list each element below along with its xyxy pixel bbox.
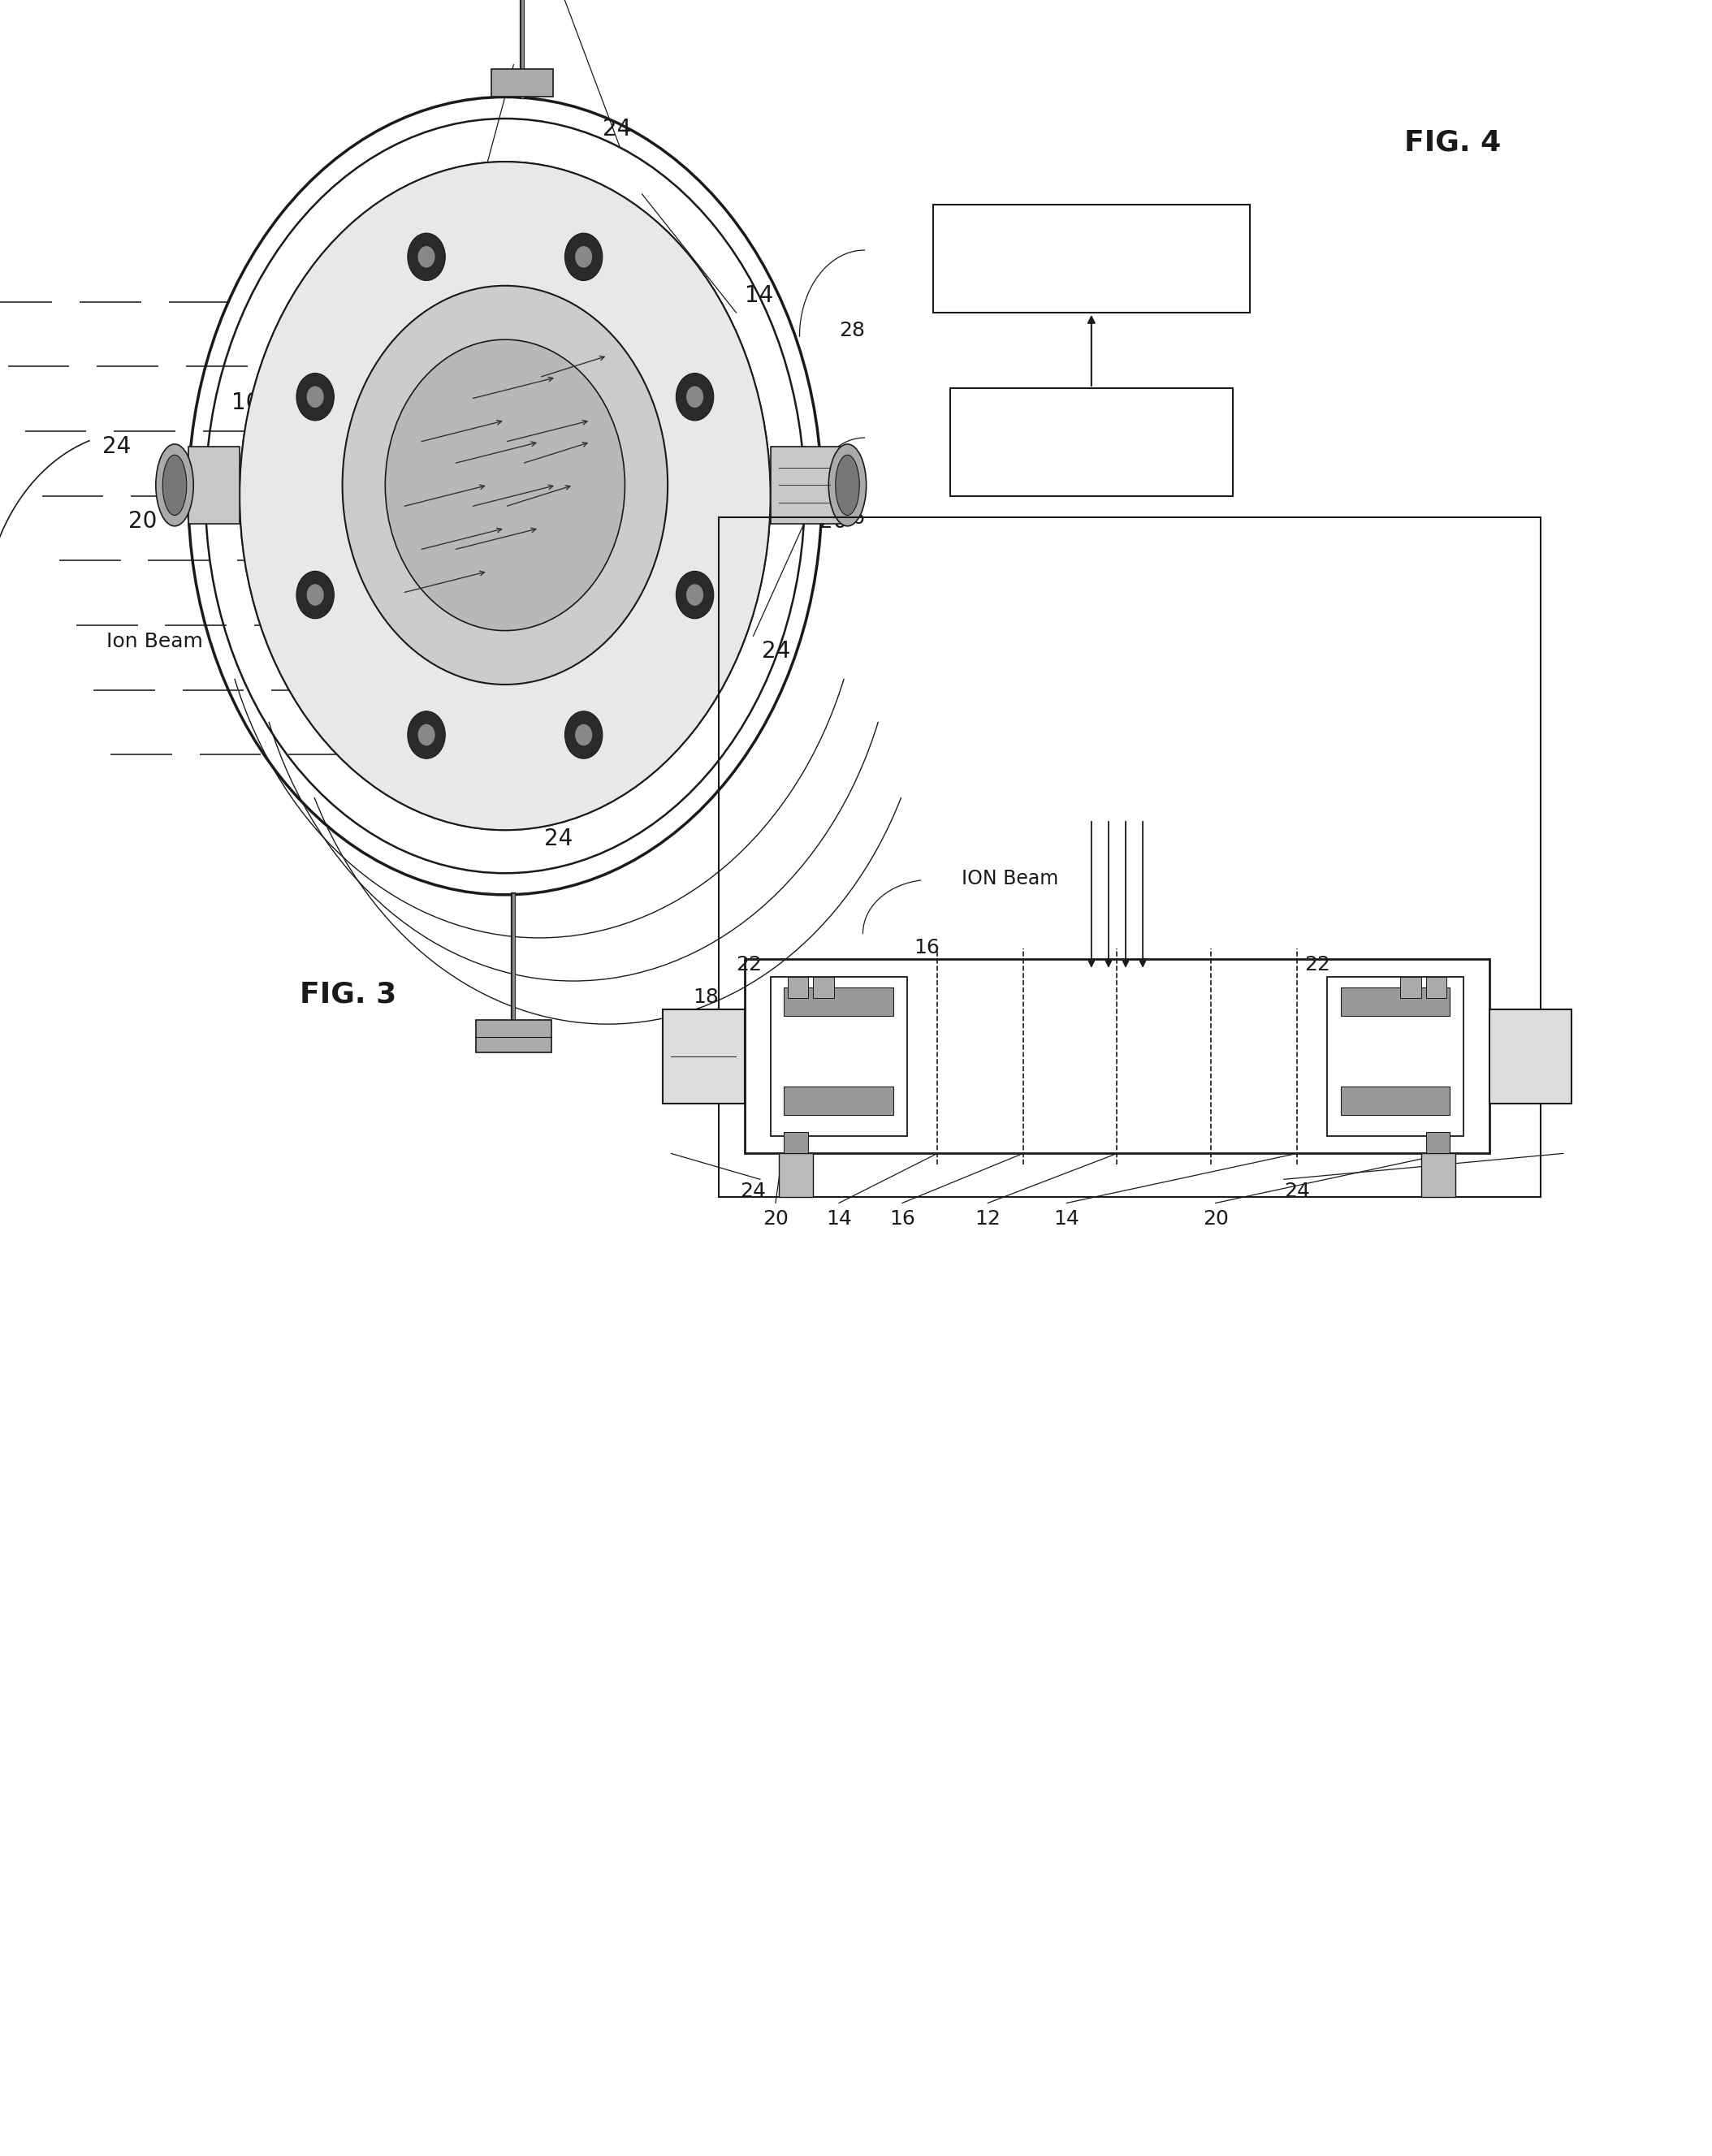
Circle shape	[565, 233, 603, 280]
Circle shape	[418, 724, 435, 746]
Circle shape	[306, 386, 324, 407]
Ellipse shape	[342, 285, 668, 686]
Text: FIG. 3: FIG. 3	[300, 981, 397, 1009]
Circle shape	[240, 162, 770, 830]
Text: 20: 20	[433, 209, 462, 231]
Circle shape	[575, 724, 592, 746]
Ellipse shape	[163, 455, 187, 515]
Text: 24: 24	[740, 1181, 765, 1201]
Text: ION Beam: ION Beam	[962, 869, 1058, 888]
Polygon shape	[784, 1132, 808, 1153]
Text: 14: 14	[825, 1210, 853, 1229]
Text: 16: 16	[914, 938, 940, 957]
Polygon shape	[813, 977, 834, 998]
Text: 18: 18	[693, 987, 719, 1007]
Text: 18: 18	[681, 673, 710, 694]
Circle shape	[676, 373, 714, 420]
Circle shape	[687, 386, 704, 407]
Text: 14: 14	[1053, 1210, 1080, 1229]
Polygon shape	[491, 69, 553, 97]
Text: 18: 18	[1352, 987, 1378, 1007]
Circle shape	[407, 233, 445, 280]
Circle shape	[407, 711, 445, 759]
Polygon shape	[784, 1087, 894, 1115]
Text: 24: 24	[1284, 1181, 1310, 1201]
Circle shape	[418, 246, 435, 267]
Circle shape	[575, 246, 592, 267]
Text: Ion Beam: Ion Beam	[106, 632, 202, 651]
Text: 22: 22	[1305, 955, 1330, 975]
Text: 26: 26	[839, 509, 865, 528]
Polygon shape	[1421, 1153, 1455, 1197]
Circle shape	[296, 373, 334, 420]
Circle shape	[676, 571, 714, 619]
Circle shape	[306, 584, 324, 606]
Circle shape	[296, 571, 334, 619]
Ellipse shape	[829, 444, 866, 526]
Polygon shape	[1489, 1009, 1572, 1104]
Text: 20: 20	[128, 511, 158, 533]
Text: 16: 16	[889, 1210, 916, 1229]
Text: Readout
Electronics: Readout Electronics	[1043, 425, 1140, 459]
Text: 14: 14	[745, 285, 774, 306]
Ellipse shape	[156, 444, 193, 526]
Polygon shape	[933, 205, 1250, 313]
Text: 24: 24	[603, 119, 632, 140]
Text: 24: 24	[762, 640, 791, 662]
Text: 16: 16	[402, 770, 431, 791]
Text: 12: 12	[974, 1210, 1002, 1229]
Polygon shape	[663, 1009, 745, 1104]
Ellipse shape	[385, 338, 625, 632]
Text: 10: 10	[231, 392, 260, 414]
Polygon shape	[1340, 987, 1450, 1015]
Text: 20: 20	[762, 1210, 789, 1229]
Text: 24: 24	[544, 828, 574, 849]
Polygon shape	[1400, 977, 1421, 998]
Text: 20: 20	[1202, 1210, 1229, 1229]
Polygon shape	[1426, 977, 1447, 998]
Ellipse shape	[835, 455, 859, 515]
Polygon shape	[188, 446, 240, 524]
Circle shape	[687, 584, 704, 606]
Text: 24: 24	[103, 436, 132, 457]
Polygon shape	[950, 388, 1233, 496]
Polygon shape	[770, 446, 842, 524]
Text: Processor: Processor	[1048, 250, 1135, 267]
Polygon shape	[1426, 1132, 1450, 1153]
Text: FIG. 4: FIG. 4	[1404, 129, 1501, 157]
Polygon shape	[779, 1153, 813, 1197]
Polygon shape	[1340, 1087, 1450, 1115]
Polygon shape	[784, 987, 894, 1015]
Text: 28: 28	[839, 321, 865, 341]
Polygon shape	[788, 977, 808, 998]
Text: 20: 20	[818, 511, 847, 533]
Text: 22: 22	[736, 955, 762, 975]
Text: 20: 20	[531, 798, 560, 819]
Circle shape	[565, 711, 603, 759]
Polygon shape	[476, 1020, 551, 1052]
